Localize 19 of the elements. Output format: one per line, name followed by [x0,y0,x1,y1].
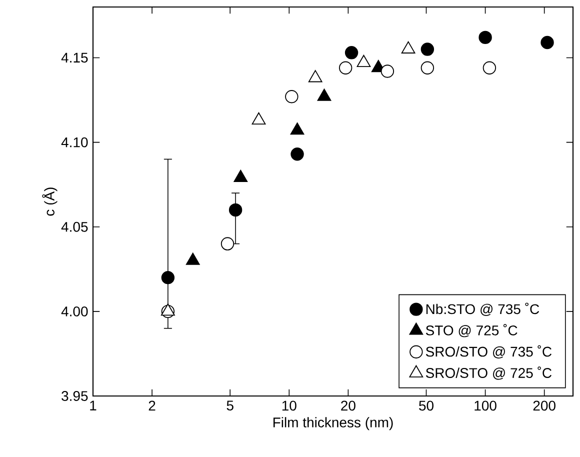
legend-label: Nb:STO @ 735 ˚C [426,302,540,316]
y-tick-label: 4.15 [61,52,88,63]
x-tick-label: 5 [226,400,234,410]
x-tick-label: 1 [90,400,96,410]
x-tick-label: 50 [419,400,434,411]
y-axis-title: c (Å) [42,188,58,216]
x-tick-label: 20 [341,400,356,411]
x-tick-label: 200 [533,400,556,411]
legend-label: SRO/STO @ 735 ˚C [426,345,552,358]
x-tick-label: 10 [282,400,296,411]
x-tick-label: 100 [474,400,496,411]
x-axis-title: Film thickness (nm) [273,417,393,430]
y-tick-label: 4.10 [61,137,88,148]
y-tick-label: 4.00 [61,306,88,316]
legend-label: STO @ 725 ˚C [426,324,518,338]
x-tick-label: 2 [148,400,156,410]
legend-label: SRO/STO @ 725 ˚C [426,366,552,380]
y-tick-label: 4.05 [61,222,88,232]
y-tick-label: 3.95 [62,391,88,401]
